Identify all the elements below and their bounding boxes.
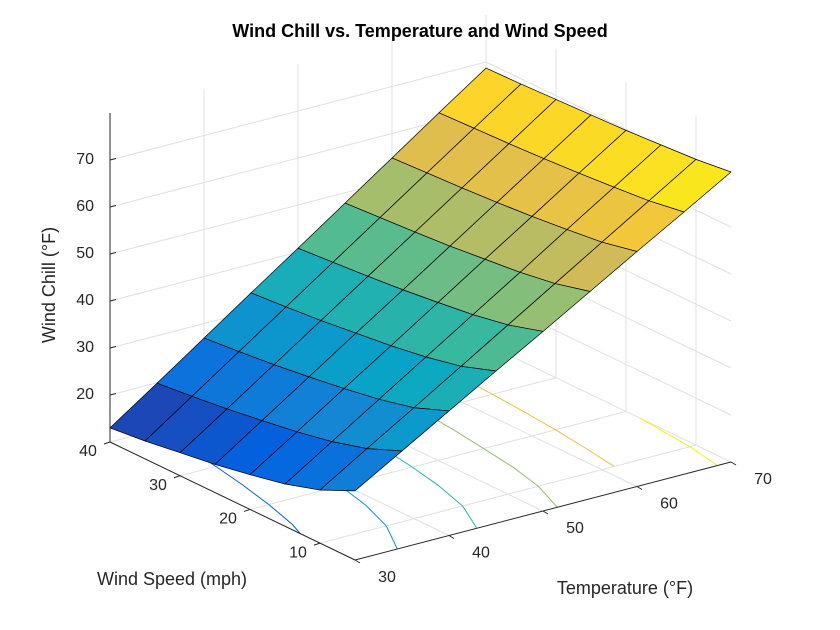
x-axis-label: Temperature (°F) bbox=[557, 578, 693, 598]
z-tick bbox=[109, 158, 117, 161]
y-tick bbox=[103, 441, 111, 445]
x-tick bbox=[448, 535, 455, 539]
x-tick-label: 60 bbox=[660, 496, 678, 513]
contour-line bbox=[639, 417, 718, 466]
surface bbox=[109, 67, 732, 492]
x-tick bbox=[354, 559, 361, 564]
z-tick bbox=[109, 205, 117, 208]
grid-line bbox=[109, 61, 487, 161]
z-tick-label: 50 bbox=[76, 245, 94, 262]
z-tick bbox=[109, 346, 117, 349]
y-tick-label: 40 bbox=[79, 443, 97, 460]
x-tick-label: 40 bbox=[472, 545, 490, 562]
x-tick-label: 70 bbox=[754, 471, 772, 488]
z-tick-label: 40 bbox=[76, 292, 94, 309]
y-axis-label: Wind Speed (mph) bbox=[97, 569, 247, 589]
z-tick-label: 60 bbox=[76, 198, 94, 215]
y-axis-line bbox=[109, 441, 356, 561]
y-tick bbox=[313, 542, 321, 546]
contour-line bbox=[426, 358, 615, 467]
x-tick bbox=[730, 461, 737, 466]
x-tick bbox=[636, 486, 643, 490]
z-tick-label: 70 bbox=[76, 151, 94, 168]
z-tick-label: 30 bbox=[76, 339, 94, 356]
axes: 30 40 50 60 70 10 20 30 40 20 30 40 50 60 70 bbox=[76, 113, 772, 586]
grid-line bbox=[319, 444, 697, 544]
y-tick-label: 20 bbox=[219, 511, 237, 528]
y-tick-label: 10 bbox=[289, 544, 307, 561]
z-tick bbox=[109, 252, 117, 255]
x-tick-label: 50 bbox=[566, 520, 584, 537]
z-tick bbox=[109, 393, 117, 396]
x-tick-label: 30 bbox=[378, 569, 396, 586]
y-tick bbox=[173, 475, 181, 479]
y-tick bbox=[243, 508, 251, 512]
z-tick bbox=[109, 299, 117, 302]
grid-line bbox=[249, 410, 627, 510]
grid-line bbox=[109, 108, 487, 208]
grid-line bbox=[485, 343, 732, 463]
chart-title: Wind Chill vs. Temperature and Wind Spee… bbox=[232, 21, 607, 41]
surface-face bbox=[319, 448, 403, 492]
z-axis-label: Wind Chill (°F) bbox=[39, 227, 59, 343]
y-tick-label: 30 bbox=[149, 477, 167, 494]
x-tick bbox=[542, 510, 549, 515]
z-tick-label: 20 bbox=[76, 386, 94, 403]
